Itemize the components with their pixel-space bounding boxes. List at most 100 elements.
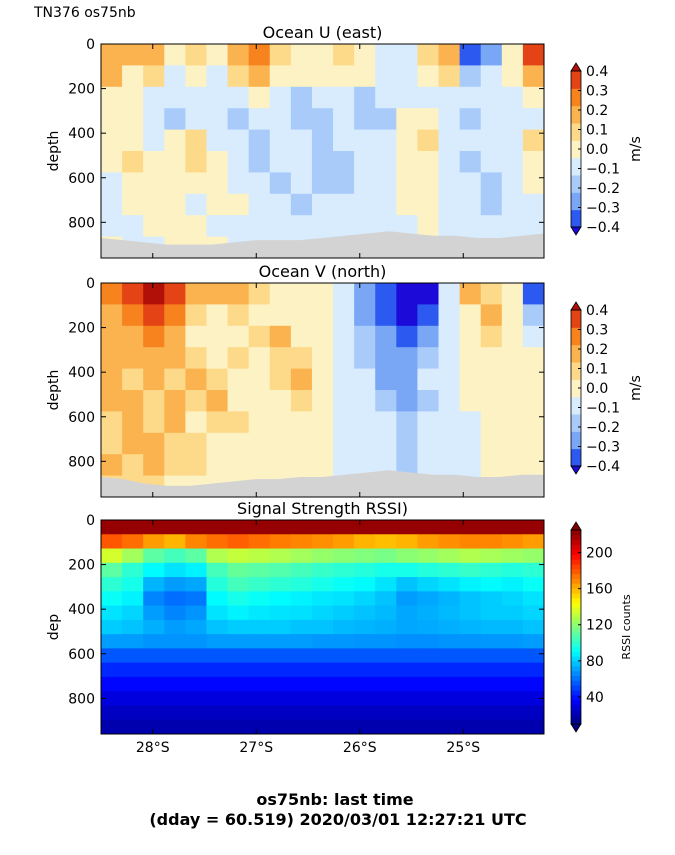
heatmap-cell	[311, 691, 334, 707]
heatmap-cell	[459, 347, 482, 370]
heatmap-cell	[143, 562, 165, 578]
heatmap-cell	[459, 562, 482, 578]
heatmap-cell	[396, 619, 419, 635]
heatmap-cell	[269, 432, 292, 455]
heatmap-cell	[164, 411, 186, 434]
heatmap-cell	[143, 368, 165, 391]
heatmap-cell	[206, 662, 229, 678]
heatmap-cell	[459, 304, 482, 327]
heatmap-cell	[122, 325, 144, 348]
y-tick-label: 800	[68, 215, 95, 231]
heatmap-cell	[480, 662, 503, 678]
heatmap-cell	[311, 129, 334, 152]
heatmap-cell	[122, 634, 144, 649]
heatmap-cell	[143, 129, 165, 152]
heatmap-cell	[269, 193, 292, 216]
colorbar-tick-label: 160	[586, 582, 613, 598]
heatmap-cell	[269, 534, 292, 550]
heatmap-cell	[396, 172, 419, 195]
heatmap-cell	[480, 325, 503, 348]
heatmap-cell	[501, 520, 524, 535]
heatmap-cell	[522, 591, 544, 607]
heatmap-cell	[164, 719, 186, 734]
heatmap-cell	[459, 548, 482, 564]
heatmap-cell	[227, 719, 250, 734]
heatmap-cell	[375, 151, 397, 173]
heatmap-cell	[438, 44, 461, 66]
heatmap-cell	[333, 634, 355, 649]
heatmap-cell	[522, 325, 544, 348]
heatmap-cell	[396, 304, 419, 327]
heatmap-cell	[185, 634, 208, 649]
heatmap-cell	[185, 86, 208, 109]
heatmap-cell	[122, 432, 144, 455]
heatmap-cell	[417, 562, 440, 578]
heatmap-cell	[269, 562, 292, 578]
heatmap-cell	[164, 347, 186, 370]
heatmap-cell	[522, 193, 544, 216]
heatmap-cell	[185, 390, 208, 412]
heatmap-cell	[480, 347, 503, 370]
heatmap-cell	[248, 548, 271, 564]
heatmap-cell	[122, 454, 144, 477]
heatmap-cell	[164, 662, 186, 678]
y-tick-label: 0	[86, 276, 95, 292]
heatmap-cell	[522, 86, 544, 109]
heatmap-cell	[438, 432, 461, 455]
heatmap-cell	[311, 193, 334, 216]
heatmap-cell	[417, 534, 440, 550]
heatmap-cell	[354, 390, 376, 412]
heatmap-cell	[143, 215, 165, 238]
heatmap-cell	[248, 534, 271, 550]
heatmap-cell	[269, 591, 292, 607]
heatmap-cell	[311, 172, 334, 195]
heatmap-cell	[248, 347, 271, 370]
heatmap-cell	[101, 347, 123, 370]
colorbar-tick-label: 0.1	[586, 362, 608, 378]
heatmap-cell	[248, 662, 271, 678]
heatmap-cell	[417, 172, 440, 195]
heatmap-cell	[290, 215, 313, 238]
heatmap-cell	[311, 432, 334, 455]
heatmap-cell	[101, 454, 123, 477]
heatmap-cell	[227, 65, 250, 88]
heatmap-cell	[206, 719, 229, 734]
heatmap-cell	[101, 86, 123, 109]
heatmap-cell	[227, 108, 250, 131]
heatmap-cell	[185, 662, 208, 678]
heatmap-cell	[417, 619, 440, 635]
heatmap-cell	[396, 691, 419, 707]
heatmap-cell	[480, 577, 503, 592]
heatmap-cell	[375, 108, 397, 131]
heatmap-cell	[101, 129, 123, 152]
heatmap-cell	[206, 432, 229, 455]
heatmap-cell	[480, 411, 503, 434]
heatmap-cell	[333, 193, 355, 216]
heatmap-cell	[480, 719, 503, 734]
heatmap-cell	[522, 151, 544, 173]
heatmap-cell	[501, 619, 524, 635]
heatmap-cell	[122, 562, 144, 578]
heatmap-cell	[396, 65, 419, 88]
heatmap-cell	[522, 662, 544, 678]
heatmap-cell	[522, 454, 544, 477]
heatmap-cell	[480, 215, 503, 238]
heatmap-cell	[122, 691, 144, 707]
heatmap-cell	[501, 634, 524, 649]
heatmap-cell	[375, 534, 397, 550]
heatmap-cell	[185, 719, 208, 734]
heatmap-cell	[206, 562, 229, 578]
heatmap-cell	[290, 325, 313, 348]
heatmap-cell	[227, 368, 250, 391]
heatmap-cell	[438, 86, 461, 109]
heatmap-cell	[459, 691, 482, 707]
heatmap-cell	[501, 108, 524, 131]
heatmap-cell	[438, 129, 461, 152]
heatmap-cell	[501, 151, 524, 173]
colorbar-tick-label: −0.1	[586, 401, 620, 417]
heatmap-cell	[290, 65, 313, 88]
heatmap-cell	[333, 577, 355, 592]
heatmap-cell	[248, 108, 271, 131]
heatmap-cell	[248, 648, 271, 664]
